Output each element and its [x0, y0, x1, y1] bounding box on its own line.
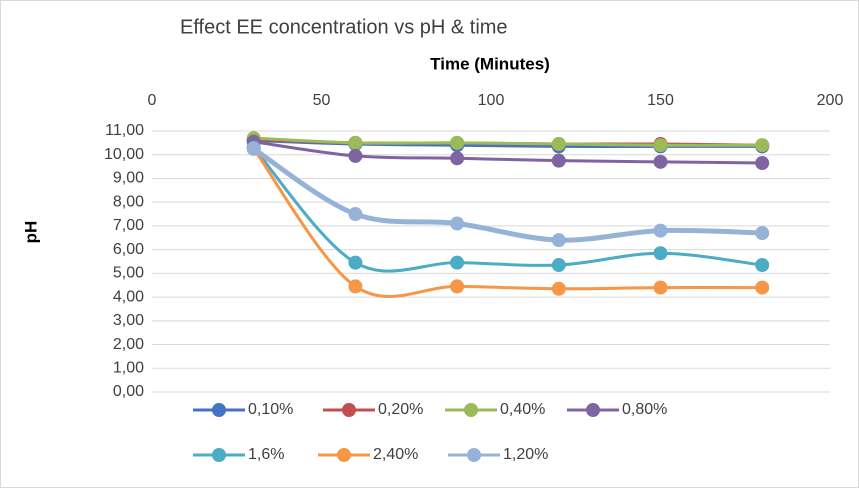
legend-marker: [467, 448, 481, 462]
chart-title: Effect EE concentration vs pH & time: [180, 16, 508, 38]
marker: [246, 141, 261, 156]
marker: [755, 258, 770, 273]
y-tick-label: 10,00: [104, 146, 144, 163]
x-tick-label: 200: [817, 92, 844, 109]
marker: [755, 280, 770, 295]
marker: [551, 233, 566, 248]
series-line: [253, 140, 763, 165]
y-tick-label: 2,00: [113, 336, 144, 353]
marker: [653, 154, 668, 169]
marker: [450, 151, 465, 166]
marker: [653, 280, 668, 295]
x-tick-label: 0: [148, 92, 157, 109]
series-line: [252, 146, 763, 243]
series-line: [253, 136, 763, 147]
series-line: [252, 146, 763, 273]
legend-marker: [586, 403, 600, 417]
marker: [348, 135, 363, 150]
y-tick-label: 3,00: [113, 312, 144, 329]
legend-marker: [342, 403, 356, 417]
x-tick-label: 150: [647, 92, 674, 109]
marker: [551, 258, 566, 273]
marker: [653, 223, 668, 238]
y-tick-label: 11,00: [105, 122, 144, 139]
marker: [450, 255, 465, 270]
legend-marker: [464, 403, 478, 417]
y-tick-label: 0,00: [113, 383, 144, 400]
y-tick-label: 8,00: [113, 193, 144, 210]
marker: [755, 226, 770, 241]
y-tick-label: 7,00: [113, 217, 144, 234]
y-tick-label: 1,00: [113, 359, 144, 376]
legend-label: 0,20%: [378, 401, 423, 418]
legend-label: 0,80%: [622, 401, 667, 418]
legend-marker: [212, 448, 226, 462]
marker: [348, 148, 363, 163]
marker: [653, 138, 668, 153]
marker: [348, 255, 363, 270]
marker: [755, 138, 770, 153]
x-tick-label: 100: [478, 92, 505, 109]
marker: [348, 207, 363, 222]
y-tick-label: 5,00: [113, 265, 144, 282]
marker: [755, 156, 770, 171]
marker: [551, 281, 566, 296]
y-axis-title: pH: [21, 221, 40, 244]
legend-marker: [337, 448, 351, 462]
x-axis-title: Time (Minutes): [430, 54, 550, 73]
marker: [653, 246, 668, 261]
legend-label: 0,10%: [248, 401, 293, 418]
y-tick-label: 6,00: [113, 241, 144, 258]
marker: [450, 216, 465, 231]
marker: [450, 135, 465, 150]
x-tick-label: 50: [313, 92, 331, 109]
y-tick-label: 4,00: [113, 288, 144, 305]
legend-label: 1,20%: [503, 446, 548, 463]
legend-label: 2,40%: [373, 446, 418, 463]
legend-label: 0,40%: [500, 401, 545, 418]
marker: [348, 279, 363, 294]
marker: [551, 137, 566, 152]
legend-label: 1,6%: [248, 446, 284, 463]
marker: [450, 279, 465, 294]
marker: [551, 153, 566, 168]
y-tick-label: 9,00: [113, 170, 144, 187]
legend-marker: [212, 403, 226, 417]
